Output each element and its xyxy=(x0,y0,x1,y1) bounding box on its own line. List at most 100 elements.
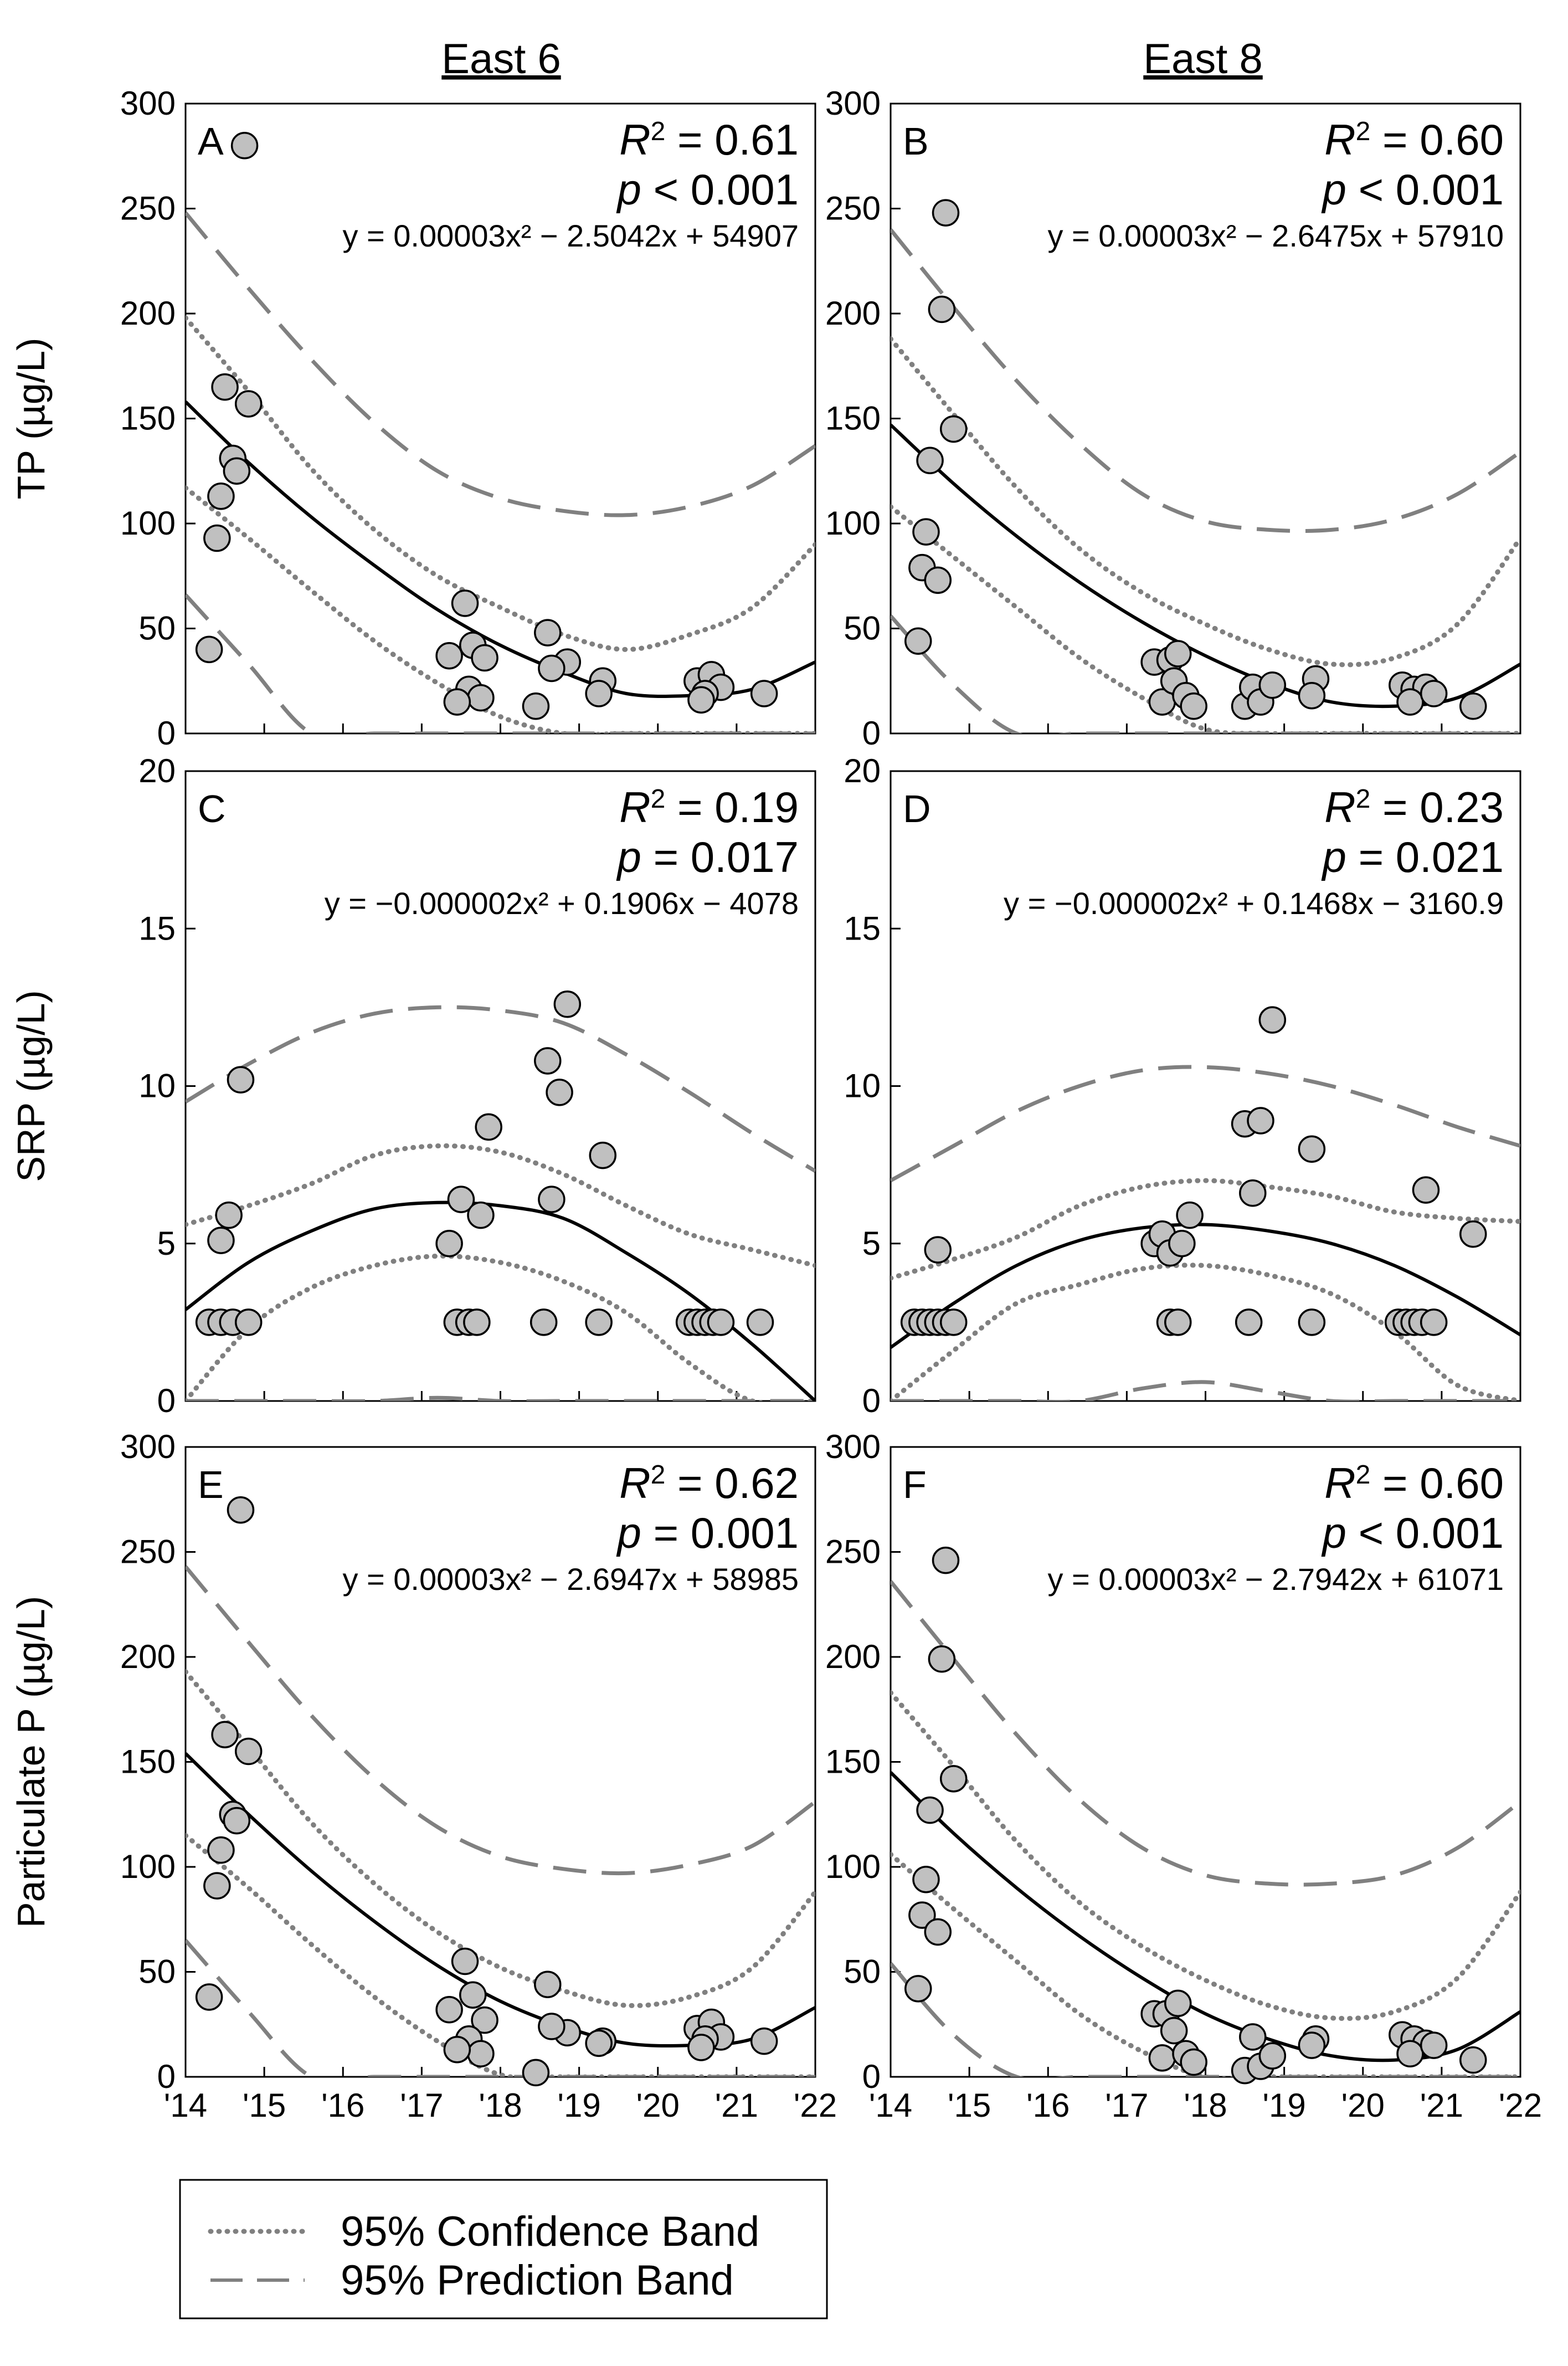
y-axis-label: Particulate P (µg/L) xyxy=(9,1596,53,1928)
regression-line xyxy=(891,1223,1520,1349)
data-point xyxy=(467,684,495,712)
x-tick-label: '14 xyxy=(164,2087,207,2124)
regression-equation: y = 0.00003x² − 2.7942x + 61071 xyxy=(1047,1562,1504,1597)
data-point xyxy=(1459,1220,1487,1248)
p-value-label: p < 0.001 xyxy=(1322,1508,1504,1557)
data-point xyxy=(908,1901,936,1929)
panel-letter: C xyxy=(198,787,226,830)
r-squared-label: R2 = 0.23 xyxy=(1324,783,1504,832)
y-tick-label: 150 xyxy=(825,1743,881,1780)
regression-equation: y = −0.000002x² + 0.1468x − 3160.9 xyxy=(1004,886,1504,921)
data-point xyxy=(207,1226,235,1254)
y-tick-label: 20 xyxy=(138,752,176,789)
prediction-band-upper xyxy=(186,211,815,517)
data-point xyxy=(522,2059,550,2087)
y-tick-label: 100 xyxy=(825,505,881,542)
data-point xyxy=(522,692,550,720)
data-point xyxy=(916,1796,944,1824)
data-point xyxy=(924,1236,952,1264)
y-tick-label: 15 xyxy=(844,910,881,947)
y-tick-label: 50 xyxy=(138,610,176,647)
y-tick-label: 15 xyxy=(138,910,176,947)
data-point xyxy=(1459,692,1487,720)
y-tick-label: 200 xyxy=(120,1638,176,1675)
data-point xyxy=(585,2029,613,2057)
y-axis-label: SRP (µg/L) xyxy=(9,990,53,1182)
regression-equation: y = 0.00003x² − 2.5042x + 54907 xyxy=(342,218,799,253)
x-tick-label: '22 xyxy=(794,2087,837,2124)
plot-area xyxy=(186,1005,815,1401)
plot-area xyxy=(891,1580,1520,2077)
plot-area xyxy=(891,1065,1520,1401)
y-axis-label: TP (µg/L) xyxy=(9,338,53,500)
y-tick-label: 300 xyxy=(825,85,881,122)
r-squared-label: R2 = 0.60 xyxy=(1324,1459,1504,1507)
data-point xyxy=(471,644,498,672)
r-squared-label: R2 = 0.61 xyxy=(619,115,799,164)
x-tick-label: '22 xyxy=(1499,2087,1542,2124)
data-point xyxy=(687,2034,715,2061)
confidence-band-upper xyxy=(186,1143,815,1268)
regression-line xyxy=(186,1200,815,1401)
data-point xyxy=(924,566,952,594)
data-point xyxy=(928,295,956,324)
x-tick-label: '17 xyxy=(400,2087,443,2124)
plot-area xyxy=(186,1565,815,2077)
data-point xyxy=(475,1113,502,1141)
x-tick-label: '20 xyxy=(1341,2087,1385,2124)
y-tick-label: 0 xyxy=(862,715,881,752)
data-point xyxy=(585,680,613,707)
data-point xyxy=(904,1975,932,2003)
plot-area xyxy=(891,228,1520,733)
regression-equation: y = −0.000002x² + 0.1906x − 4078 xyxy=(325,886,799,921)
regression-equation: y = 0.00003x² − 2.6475x + 57910 xyxy=(1047,218,1504,253)
y-tick-label: 5 xyxy=(157,1225,176,1262)
p-value-label: p = 0.001 xyxy=(616,1508,799,1557)
data-point xyxy=(529,1308,558,1336)
data-point xyxy=(912,1865,940,1893)
x-tick-label: '21 xyxy=(1420,2087,1463,2124)
x-tick-label: '15 xyxy=(243,2087,286,2124)
data-point xyxy=(1239,1179,1267,1207)
plot-area xyxy=(186,211,815,733)
data-point xyxy=(1239,2023,1267,2051)
data-point xyxy=(203,524,231,552)
data-point xyxy=(1258,2042,1287,2070)
data-point xyxy=(1168,1230,1196,1258)
data-point xyxy=(234,1737,263,1765)
data-point xyxy=(538,1185,565,1213)
data-point xyxy=(451,589,479,617)
data-point xyxy=(1247,1107,1274,1135)
p-value-label: p = 0.021 xyxy=(1322,833,1504,881)
data-point xyxy=(1258,671,1287,699)
panel-letter: F xyxy=(903,1463,927,1506)
data-point xyxy=(459,1981,487,2009)
data-point xyxy=(538,654,565,682)
data-point xyxy=(443,2035,471,2064)
y-tick-label: 0 xyxy=(862,1382,881,1419)
data-point xyxy=(939,1308,968,1336)
prediction-band-upper xyxy=(891,1580,1520,1887)
prediction-band-lower xyxy=(891,1380,1520,1401)
data-point xyxy=(195,1983,223,2011)
y-tick-label: 300 xyxy=(825,1428,881,1465)
confidence-band-upper xyxy=(186,315,815,652)
r-squared-label: R2 = 0.60 xyxy=(1324,115,1504,164)
panel-d: 0 5 10 15 20 D R2 = 0.23p = 0.021 y = −0.000002… xyxy=(844,752,1521,1419)
y-tick-label: 0 xyxy=(157,715,176,752)
confidence-band-upper xyxy=(891,1178,1520,1281)
data-point xyxy=(223,1806,251,1835)
data-point xyxy=(750,680,778,707)
data-point xyxy=(1180,692,1207,720)
data-point xyxy=(546,1079,573,1106)
data-point xyxy=(912,518,940,546)
y-tick-label: 250 xyxy=(825,190,881,227)
y-tick-label: 150 xyxy=(120,1743,176,1780)
data-point xyxy=(1180,2048,1207,2076)
panel-e: 0 50 100 150 200 250 300 '14 '15 '16 '17 '18 '19 '20 '… xyxy=(9,1428,837,2124)
data-point xyxy=(538,2013,565,2040)
data-point xyxy=(234,390,263,418)
r-squared-label: R2 = 0.19 xyxy=(619,783,799,832)
prediction-band-upper xyxy=(186,1005,815,1173)
